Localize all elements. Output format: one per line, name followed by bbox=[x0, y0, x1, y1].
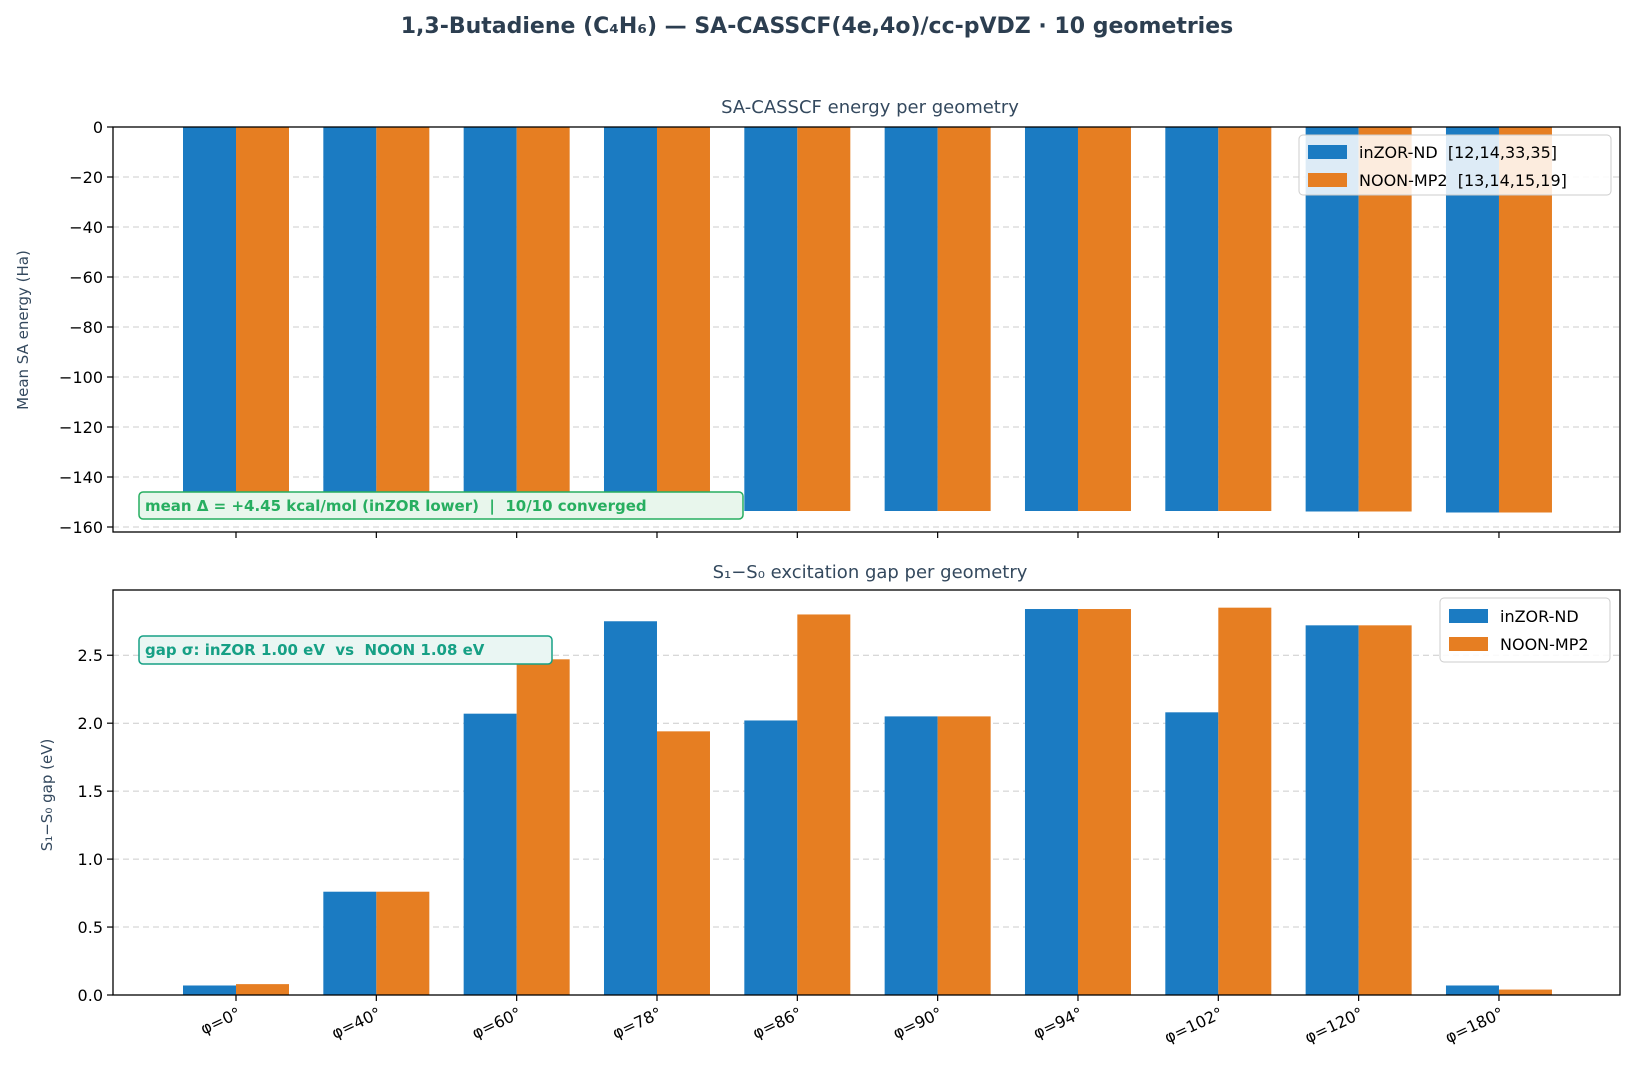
gap-axes-frame bbox=[112, 589, 1621, 996]
energy-bar-noon bbox=[797, 127, 851, 511]
gap-x-tick-label: φ=90° bbox=[890, 1003, 945, 1042]
energy-annotation-box bbox=[138, 491, 744, 520]
energy-legend-swatch-inzor bbox=[1308, 145, 1347, 159]
energy-legend-label-inzor: inZOR-ND [12,14,33,35] bbox=[1359, 143, 1557, 162]
gap-x-ticks: φ=0° φ=40° φ=60° φ=78° φ=86° φ=90° φ=94° φ=102°… bbox=[197, 995, 1507, 1047]
energy-bar-inzor bbox=[603, 127, 657, 511]
gap-bar-noon bbox=[1218, 607, 1272, 995]
energy-bar-noon bbox=[656, 127, 710, 511]
energy-bar-inzor bbox=[1165, 127, 1219, 511]
gap-y-ticks: 0.0 0.5 1.0 1.5 2.0 2.5 bbox=[78, 646, 113, 1005]
gap-y-tick-label: 2.0 bbox=[78, 714, 103, 733]
gap-bar-noon bbox=[236, 984, 289, 995]
energy-y-tick-label: −20 bbox=[69, 168, 103, 187]
energy-y-tick-label: −120 bbox=[59, 418, 103, 437]
energy-bar-noon bbox=[376, 127, 430, 511]
gap-y-tick-label: 1.5 bbox=[78, 782, 103, 801]
energy-bar-noon bbox=[937, 127, 991, 511]
energy-bar-noon bbox=[1218, 127, 1272, 511]
gap-bar-noon bbox=[376, 891, 430, 995]
gap-y-tick-label: 1.0 bbox=[78, 850, 103, 869]
gap-bars bbox=[183, 607, 1552, 995]
gap-bar-inzor bbox=[463, 713, 517, 995]
gap-bar-noon bbox=[1077, 609, 1131, 995]
gap-x-tick-label: φ=94° bbox=[1030, 1003, 1085, 1042]
energy-bar-inzor bbox=[744, 127, 798, 511]
gap-bar-inzor bbox=[603, 621, 657, 995]
gap-x-tick-label: φ=78° bbox=[609, 1003, 664, 1042]
gap-annotation-box bbox=[138, 635, 553, 665]
gap-bar-inzor bbox=[1024, 609, 1078, 995]
gap-x-tick-label: φ=102° bbox=[1161, 1003, 1226, 1047]
gap-x-tick-label: φ=40° bbox=[329, 1003, 384, 1042]
energy-bar-inzor bbox=[884, 127, 938, 511]
gap-bar-inzor bbox=[744, 720, 798, 995]
energy-y-tick-label: −40 bbox=[69, 218, 103, 237]
gap-bar-inzor bbox=[884, 716, 938, 995]
gap-annotation-text: gap σ: inZOR 1.00 eV vs NOON 1.08 eV bbox=[145, 641, 485, 659]
gap-bar-noon bbox=[1498, 989, 1552, 995]
gap-legend-swatch-inzor bbox=[1449, 609, 1488, 623]
gap-bar-inzor bbox=[1165, 712, 1219, 995]
gap-bar-inzor bbox=[1445, 985, 1499, 995]
energy-y-tick-label: 0 bbox=[93, 118, 103, 137]
energy-y-tick-label: −80 bbox=[69, 318, 103, 337]
energy-bar-inzor bbox=[323, 127, 377, 511]
gap-annotation: gap σ: inZOR 1.00 eV vs NOON 1.08 eV bbox=[138, 635, 553, 665]
gap-y-tick-label: 0.0 bbox=[78, 986, 103, 1005]
gap-bar-noon bbox=[937, 716, 991, 995]
gap-x-tick-label: φ=60° bbox=[469, 1003, 524, 1042]
gap-x-tick-label: φ=0° bbox=[197, 1003, 243, 1038]
gap-bar-inzor bbox=[183, 985, 236, 995]
energy-annotation-text: mean Δ = +4.45 kcal/mol (inZOR lower) | … bbox=[145, 497, 647, 516]
gap-legend-label-noon: NOON-MP2 bbox=[1500, 635, 1589, 654]
energy-y-tick-label: −160 bbox=[59, 518, 103, 537]
energy-bar-inzor bbox=[183, 127, 236, 510]
energy-bar-inzor bbox=[1024, 127, 1078, 511]
energy-legend: inZOR-ND [12,14,33,35] NOON-MP2 [13,14,1… bbox=[1298, 134, 1612, 196]
gap-legend: inZOR-ND NOON-MP2 bbox=[1439, 597, 1611, 663]
energy-y-ticks: 0 −20 −40 −60 −80 −100 −120 −140 −160 bbox=[59, 118, 113, 537]
gap-bar-noon bbox=[656, 731, 710, 995]
gap-bar-inzor bbox=[1305, 625, 1359, 995]
energy-bar-noon bbox=[236, 127, 289, 510]
energy-y-tick-label: −140 bbox=[59, 468, 103, 487]
gap-bar-inzor bbox=[323, 891, 377, 995]
gap-x-tick-label: φ=86° bbox=[750, 1003, 805, 1042]
figure-title: 1,3-Butadiene (C₄H₆) — SA-CASSCF(4e,4o)/… bbox=[401, 14, 1234, 39]
gap-x-tick-label: φ=120° bbox=[1302, 1003, 1367, 1047]
energy-bar-noon bbox=[516, 127, 570, 511]
energy-legend-box bbox=[1298, 134, 1612, 196]
energy-x-ticks bbox=[235, 532, 1500, 538]
energy-bar-noon bbox=[1077, 127, 1131, 511]
gap-y-tick-label: 2.5 bbox=[78, 646, 103, 665]
energy-y-axis-label: Mean SA energy (Ha) bbox=[14, 250, 32, 410]
energy-panel-title: SA-CASSCF energy per geometry bbox=[721, 97, 1019, 118]
energy-y-tick-label: −100 bbox=[59, 368, 103, 387]
gap-bar-noon bbox=[1358, 625, 1412, 995]
energy-annotation: mean Δ = +4.45 kcal/mol (inZOR lower) | … bbox=[138, 491, 744, 520]
gap-x-tick-label: φ=180° bbox=[1442, 1003, 1507, 1047]
energy-axes-frame bbox=[112, 126, 1621, 533]
energy-legend-label-noon: NOON-MP2 [13,14,15,19] bbox=[1359, 171, 1567, 190]
energy-legend-swatch-noon bbox=[1308, 173, 1347, 187]
gap-bar-noon bbox=[516, 659, 570, 995]
gap-panel-title: S₁−S₀ excitation gap per geometry bbox=[713, 562, 1028, 583]
gap-legend-label-inzor: inZOR-ND bbox=[1500, 607, 1579, 626]
gap-bar-noon bbox=[797, 614, 851, 995]
gap-y-tick-label: 0.5 bbox=[78, 918, 103, 937]
energy-panel: SA-CASSCF energy per geometry Mean SA en… bbox=[14, 97, 1621, 538]
energy-y-tick-label: −60 bbox=[69, 268, 103, 287]
energy-bar-inzor bbox=[463, 127, 517, 511]
gap-y-axis-label: S₁−S₀ gap (eV) bbox=[38, 739, 56, 852]
gap-panel: S₁−S₀ excitation gap per geometry S₁−S₀ … bbox=[38, 562, 1621, 1047]
gap-legend-swatch-noon bbox=[1449, 637, 1488, 651]
